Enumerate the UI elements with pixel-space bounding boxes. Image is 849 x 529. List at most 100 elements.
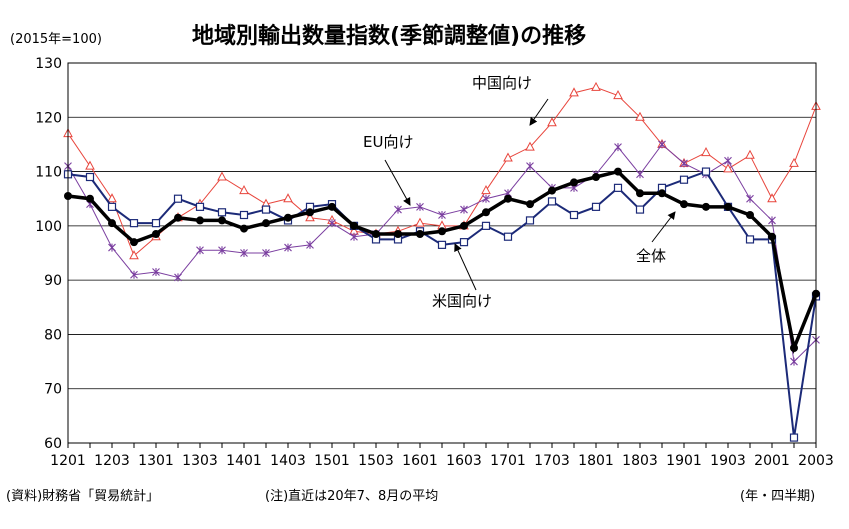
data-point xyxy=(196,246,204,255)
annotation-arrow xyxy=(454,243,477,291)
data-point xyxy=(504,194,512,203)
data-point xyxy=(394,230,402,238)
data-point xyxy=(701,147,711,157)
data-point xyxy=(768,216,776,225)
chart-title: 地域別輸出数量指数(季節調整値)の推移 xyxy=(192,23,586,49)
data-point xyxy=(438,211,446,219)
data-point xyxy=(240,224,248,233)
data-point xyxy=(789,157,799,167)
data-point xyxy=(129,250,139,260)
y-tick-label: 90 xyxy=(44,273,62,289)
data-point xyxy=(548,186,556,195)
annotation-arrow xyxy=(651,211,676,243)
x-tick-label: 2003 xyxy=(798,453,834,469)
data-point xyxy=(328,202,336,211)
data-point xyxy=(107,193,117,203)
data-point xyxy=(306,240,314,249)
data-point xyxy=(217,171,227,181)
data-point xyxy=(591,81,601,91)
data-point xyxy=(306,208,314,217)
data-point xyxy=(284,213,292,222)
data-point xyxy=(723,163,733,173)
source-note: (資料)財務省「貿易統計」 xyxy=(6,488,159,504)
data-point xyxy=(547,117,557,127)
data-point xyxy=(592,173,600,181)
data-point xyxy=(218,246,226,255)
x-tick-label: 1203 xyxy=(94,453,130,469)
annotation-label: 全体 xyxy=(636,247,666,265)
data-point xyxy=(262,219,270,228)
data-point xyxy=(526,162,534,171)
data-point xyxy=(526,200,534,209)
x-tick-label: 1603 xyxy=(446,453,482,469)
data-point xyxy=(130,270,138,279)
data-point xyxy=(789,433,799,442)
data-point xyxy=(679,175,689,184)
data-point xyxy=(613,90,623,100)
data-point xyxy=(85,172,95,182)
data-point xyxy=(85,160,95,170)
data-point xyxy=(614,143,622,152)
data-point xyxy=(151,219,161,228)
data-point xyxy=(724,156,732,165)
data-point xyxy=(173,194,183,203)
x-tick-label: 1503 xyxy=(358,453,394,469)
series-x xyxy=(64,140,820,366)
data-point xyxy=(174,213,182,222)
x-tick-label: 1303 xyxy=(182,453,218,469)
y-axis: 60 70 80 90 100 110 120 130 xyxy=(35,56,62,452)
data-point xyxy=(415,217,425,227)
data-point xyxy=(261,205,271,214)
data-point xyxy=(460,205,468,214)
data-point xyxy=(372,230,380,238)
data-point xyxy=(416,202,424,211)
x-tick-label: 1601 xyxy=(402,453,438,469)
x-tick-label: 1301 xyxy=(138,453,174,469)
data-point xyxy=(107,202,117,211)
gridlines xyxy=(68,116,816,390)
x-tick-label: 2001 xyxy=(754,453,790,469)
y-tick-label: 60 xyxy=(44,436,62,452)
data-point xyxy=(482,194,490,203)
data-point xyxy=(635,111,645,121)
unit-label: (2015年=100) xyxy=(10,32,102,47)
y-tick-label: 100 xyxy=(35,219,62,235)
annotation-arrow xyxy=(384,159,411,206)
y-tick-label: 110 xyxy=(35,165,62,181)
data-point xyxy=(86,194,94,203)
x-tick-label: 1701 xyxy=(490,453,526,469)
x-tick-label: 1201 xyxy=(50,453,86,469)
data-point xyxy=(658,140,666,149)
annotation-label: 米国向け xyxy=(432,292,492,310)
y-tick-label: 120 xyxy=(35,110,62,126)
data-point xyxy=(745,235,755,244)
data-point xyxy=(525,141,535,151)
data-point xyxy=(658,189,666,198)
data-point xyxy=(218,216,226,225)
x-tick-label: 1803 xyxy=(622,453,658,469)
data-point xyxy=(746,211,754,219)
annotation-arrow xyxy=(529,98,549,126)
x-tick-label: 1703 xyxy=(534,453,570,469)
data-point xyxy=(746,194,754,203)
data-point xyxy=(305,212,315,222)
data-point xyxy=(680,159,688,168)
data-point xyxy=(680,200,688,209)
data-point xyxy=(570,178,578,187)
plot-frame xyxy=(67,62,817,444)
x-tick-label: 1903 xyxy=(710,453,746,469)
data-point xyxy=(569,210,579,220)
data-point xyxy=(790,357,798,366)
annotation-label: EU向け xyxy=(363,133,413,151)
data-point xyxy=(108,219,116,228)
annotation-label: 中国向け xyxy=(472,74,532,92)
data-point xyxy=(328,219,336,228)
data-point xyxy=(459,238,469,247)
data-point xyxy=(283,193,293,203)
data-point xyxy=(768,232,776,241)
data-point xyxy=(547,197,557,206)
data-point xyxy=(416,230,424,238)
data-point xyxy=(481,221,491,230)
